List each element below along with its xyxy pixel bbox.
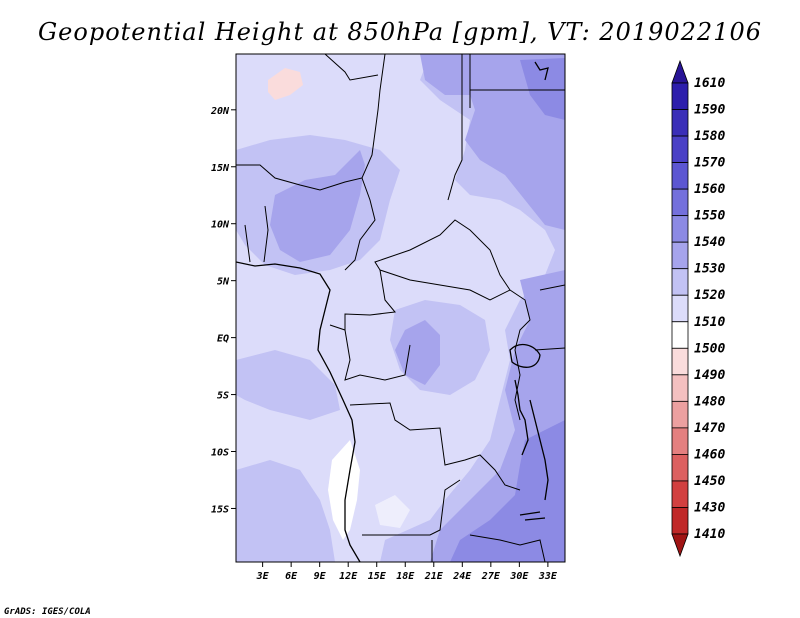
colorbar-label: 1450 <box>694 474 725 489</box>
border-east-africa <box>534 284 565 351</box>
border-sahel <box>236 54 386 191</box>
colorbar-label: 1520 <box>694 288 725 303</box>
colorbar-swatch <box>671 59 689 84</box>
field-band-1540-sahel <box>270 150 365 262</box>
border-south <box>431 534 546 562</box>
map-frame <box>235 53 566 563</box>
colorbar-label: 1500 <box>694 341 725 356</box>
colorbar-swatch <box>671 241 689 270</box>
y-tick-label: 10N <box>211 220 230 231</box>
field-band-1540-north <box>420 54 470 95</box>
y-axis: 20N 15N 10N 5N EQ 5S 10S 15S <box>210 106 236 515</box>
colorbar-swatch <box>671 162 689 190</box>
lake-victoria <box>509 343 541 368</box>
colorbar-label: 1410 <box>694 527 725 542</box>
y-tick-label: 5N <box>217 277 230 288</box>
colorbar-label: 1550 <box>694 209 725 224</box>
colorbar-swatch <box>671 321 689 349</box>
colorbar-label: 1530 <box>694 262 725 277</box>
y-tick-label: EQ <box>217 334 229 345</box>
colorbar: 1610 1590 1580 1570 1560 1550 1540 1530 1520 1510… <box>671 59 725 558</box>
atlantic-coastline <box>236 261 361 562</box>
y-tick-label: 10S <box>211 448 229 459</box>
border-lakes <box>509 289 531 421</box>
y-tick-label: 5S <box>217 391 229 402</box>
colorbar-swatch <box>671 400 689 429</box>
x-axis: 3E 6E 9E 12E 15E 18E 21E 24E 27E 30E 33E <box>256 562 558 582</box>
y-tick-label: 20N <box>210 106 230 117</box>
y-tick-label: 15S <box>211 504 229 515</box>
x-tick-label: 18E <box>396 571 415 582</box>
colorbar-label: 1470 <box>694 421 725 436</box>
chart-title: Geopotential Height at 850hPa [gpm], VT:… <box>38 18 762 46</box>
colorbar-swatch <box>671 374 689 402</box>
field-band-1550-northeast <box>520 58 565 120</box>
border-egypt <box>469 54 565 108</box>
x-tick-label: 9E <box>314 571 327 582</box>
colorbar-swatch <box>671 268 689 296</box>
colorbar-label: 1480 <box>694 394 725 409</box>
x-tick-label: 33E <box>538 571 558 582</box>
border-west-africa <box>244 205 269 263</box>
colorbar-label: 1430 <box>694 500 725 515</box>
border-angola-drc <box>349 402 521 491</box>
border-drc-west <box>344 329 411 381</box>
x-tick-label: 27E <box>481 571 501 582</box>
field-band-1520-patch <box>375 495 410 528</box>
x-tick-label: 21E <box>424 571 444 582</box>
colorbar-label: 1580 <box>694 129 725 144</box>
colorbar-swatch <box>671 533 689 558</box>
colorbar-swatch <box>671 82 689 110</box>
x-tick-label: 15E <box>368 571 387 582</box>
country-borders <box>236 54 565 562</box>
field-band-1520-namibia <box>328 440 360 540</box>
colorbar-label: 1560 <box>694 182 725 197</box>
field-band-1550-southeast <box>450 420 565 562</box>
field-band-1510-north <box>268 68 303 100</box>
colorbar-swatch <box>671 347 689 376</box>
colorbar-label: 1460 <box>694 447 725 462</box>
border-angola-namibia <box>362 479 461 536</box>
x-tick-label: 30E <box>509 571 529 582</box>
nile-delta <box>534 61 549 81</box>
x-tick-label: 3E <box>256 571 270 582</box>
credit-text: GrADS: IGES/COLA <box>4 607 91 617</box>
x-tick-label: 12E <box>339 571 358 582</box>
colorbar-swatch <box>671 188 689 217</box>
colorbar-swatch <box>671 427 689 455</box>
y-tick-label: 15N <box>211 163 230 174</box>
colorbar-label: 1510 <box>694 315 725 330</box>
colorbar-label: 1610 <box>694 76 725 91</box>
colorbar-label: 1490 <box>694 368 725 383</box>
border-sudan-west <box>447 54 463 201</box>
field-band-1530-angola <box>236 460 335 562</box>
lake-tanganyika <box>514 379 529 456</box>
zambezi <box>519 511 546 521</box>
border-north <box>324 54 379 81</box>
colorbar-swatch <box>671 215 689 243</box>
colorbar-label: 1570 <box>694 156 725 171</box>
border-car <box>374 219 511 301</box>
colorbar-swatch <box>671 507 689 535</box>
colorbar-label: 1540 <box>694 235 725 250</box>
colorbar-label: 1590 <box>694 103 725 118</box>
colorbar-swatch <box>671 454 689 482</box>
height-field <box>236 54 565 562</box>
colorbar-swatch <box>671 109 689 137</box>
lake-malawi <box>529 399 549 501</box>
colorbar-swatch <box>671 294 689 323</box>
colorbar-swatch <box>671 135 689 163</box>
x-tick-label: 6E <box>285 571 298 582</box>
field-band-1530-coast <box>236 350 340 420</box>
x-tick-label: 24E <box>452 571 472 582</box>
border-nigeria-cameroon <box>344 177 376 271</box>
colorbar-swatch <box>671 480 689 508</box>
